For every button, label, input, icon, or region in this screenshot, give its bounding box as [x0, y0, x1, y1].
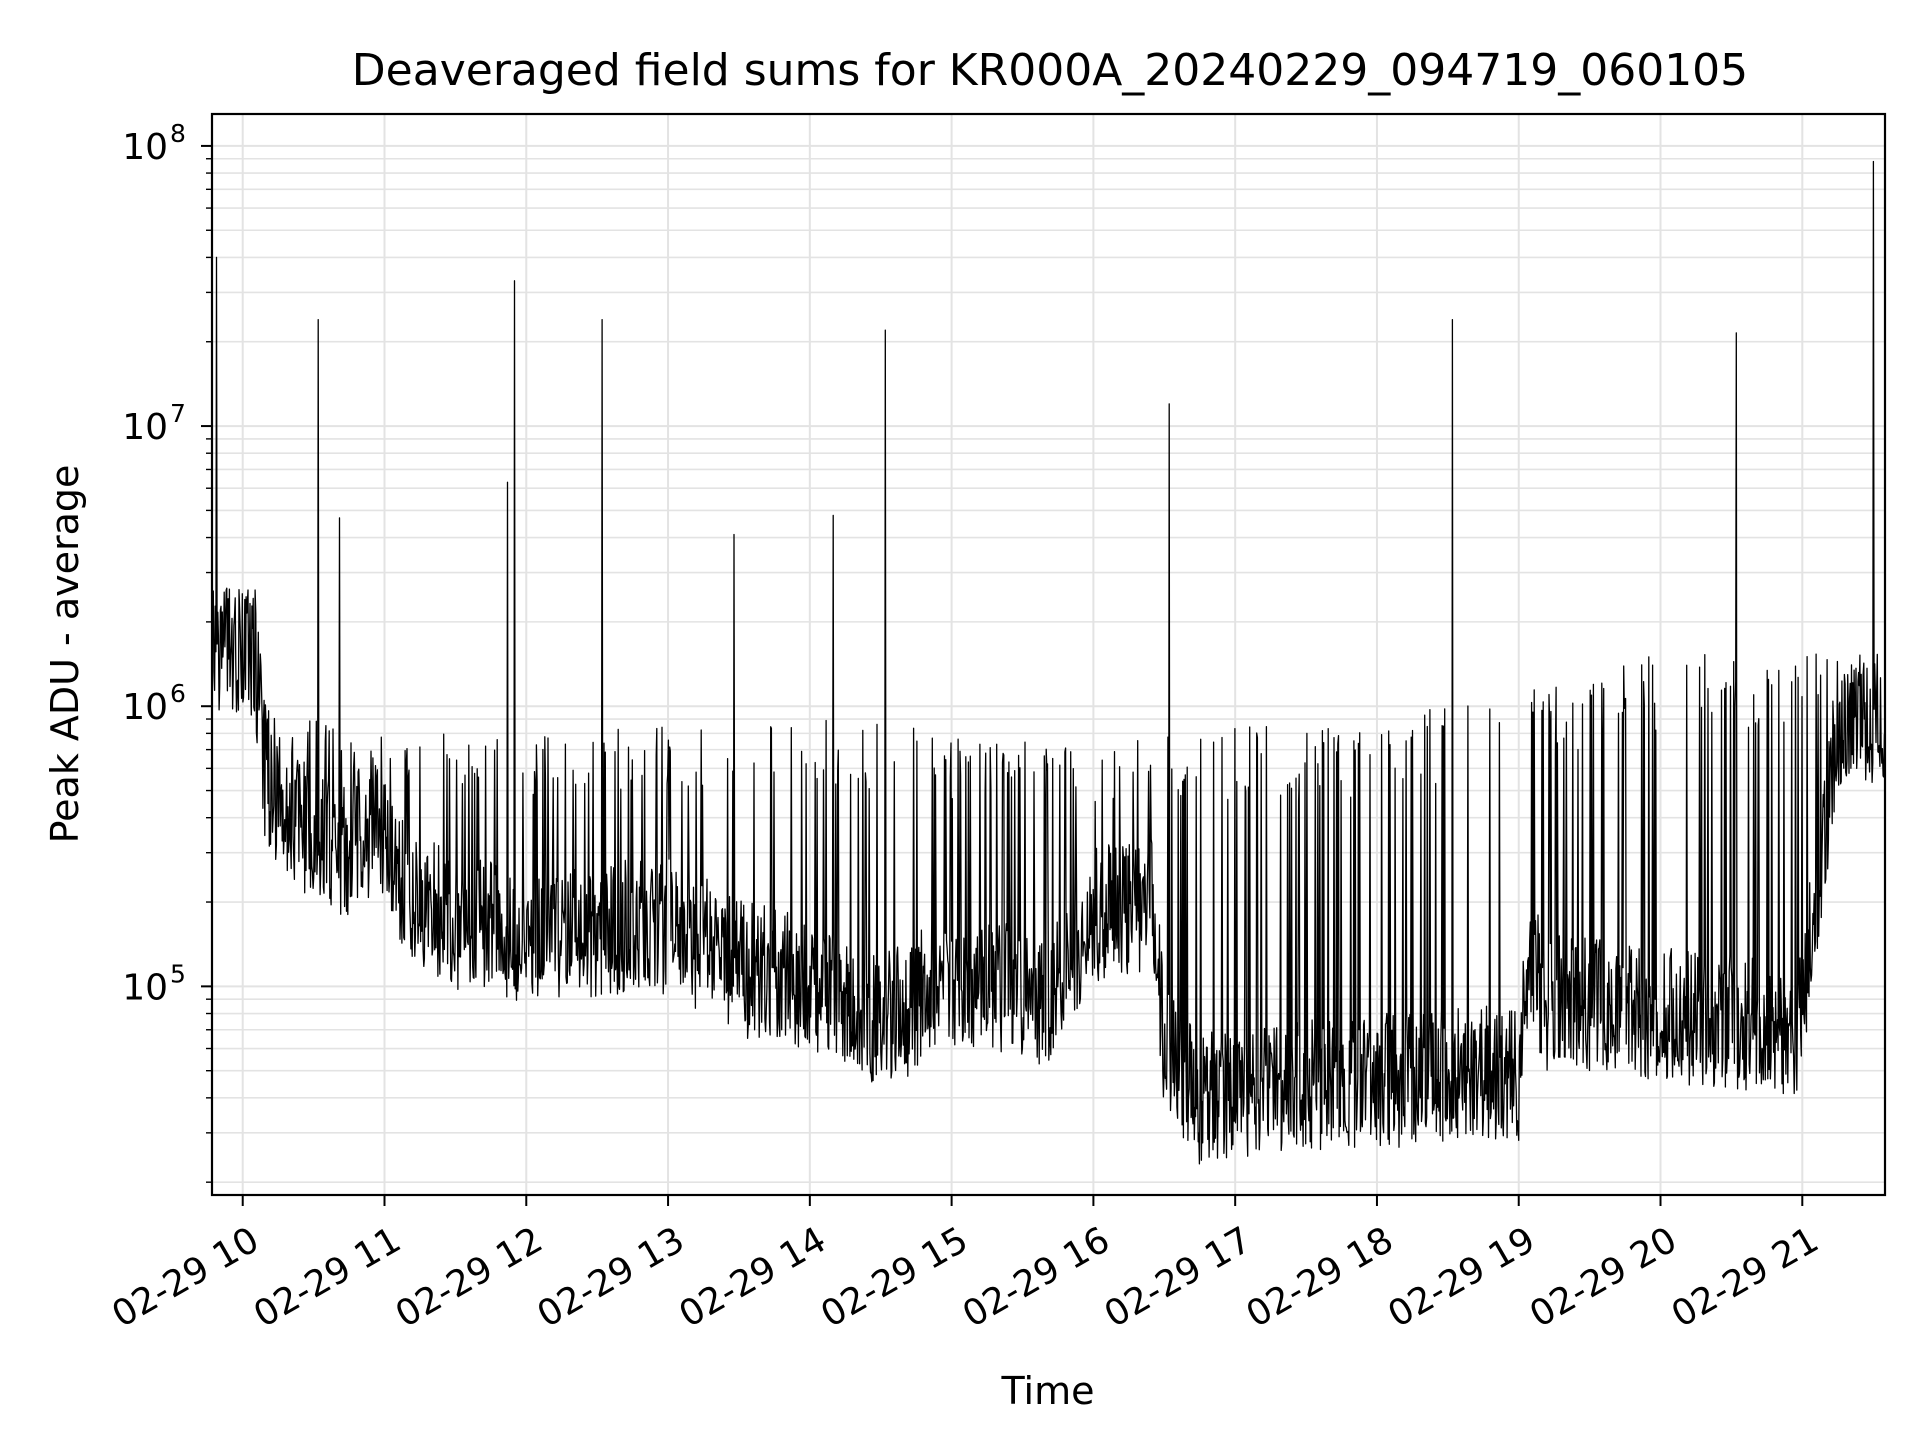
y-tick-label-3: 10: [122, 127, 168, 168]
y-tick-exponent-2: 7: [170, 399, 186, 428]
x-axis-label: Time: [1001, 1369, 1095, 1413]
y-tick-exponent-3: 8: [170, 119, 186, 148]
series-layer: [212, 160, 1885, 1165]
y-tick-label-1: 10: [122, 687, 168, 728]
chart-title: Deaveraged field sums for KR000A_2024022…: [352, 45, 1748, 96]
grid-lines: [212, 114, 1885, 1195]
plot-area: [212, 160, 1885, 1165]
plot-frame: [210, 112, 1887, 1197]
y-tick-label-2: 10: [122, 407, 168, 448]
y-tick-label-0: 10: [122, 967, 168, 1008]
series-line: [212, 160, 1885, 1165]
y-axis-label: Peak ADU - average: [43, 465, 87, 844]
y-tick-exponent-1: 6: [170, 679, 186, 708]
y-tick-exponent-0: 5: [170, 959, 186, 988]
